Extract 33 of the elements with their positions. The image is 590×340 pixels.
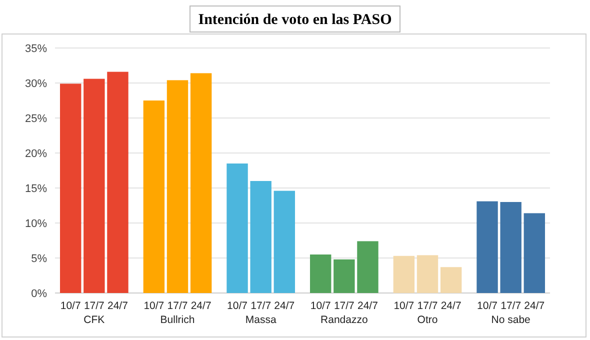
series-label: 10/7 — [60, 300, 81, 312]
text: 24/7 — [274, 300, 295, 312]
y-tick-label: 35% — [24, 43, 48, 55]
text: 24/7 — [358, 300, 378, 312]
y-tick-label: 5% — [31, 253, 48, 265]
text: 17/7 — [250, 300, 272, 312]
y-tick-label: 30% — [24, 78, 48, 90]
x-tick-label: Bullrich — [160, 314, 195, 326]
x-tick-label: No sabe — [491, 314, 531, 326]
x-tick-label: Massa — [245, 314, 276, 326]
text: 10/7 — [144, 300, 164, 312]
text: 24/7 — [190, 300, 212, 312]
text: 17/7 — [417, 300, 438, 312]
series-label: 24/7 — [108, 300, 128, 312]
x-tick-label: Randazzo — [320, 314, 368, 326]
x-tick-label: Otro — [417, 314, 438, 326]
chart-title: Intención de voto en las PASO — [198, 12, 392, 28]
text: 10/7 — [477, 300, 498, 312]
series-label: 17/7 — [84, 300, 105, 312]
y-tick-label: 25% — [24, 113, 48, 125]
text: 24/7 — [524, 300, 545, 312]
text: 17/7 — [500, 300, 522, 312]
text: 10/7 — [394, 300, 414, 312]
x-tick-label: CFK — [84, 314, 105, 326]
text: 10/7 — [310, 300, 331, 312]
text: 10/7 — [227, 300, 248, 312]
y-tick-label: 15% — [24, 183, 48, 195]
text: 24/7 — [440, 300, 462, 312]
text: 17/7 — [334, 300, 354, 312]
y-tick-label: 20% — [24, 148, 48, 160]
y-tick-label: 0% — [31, 288, 48, 300]
text: 17/7 — [167, 300, 188, 312]
y-tick-label: 10% — [24, 218, 48, 230]
